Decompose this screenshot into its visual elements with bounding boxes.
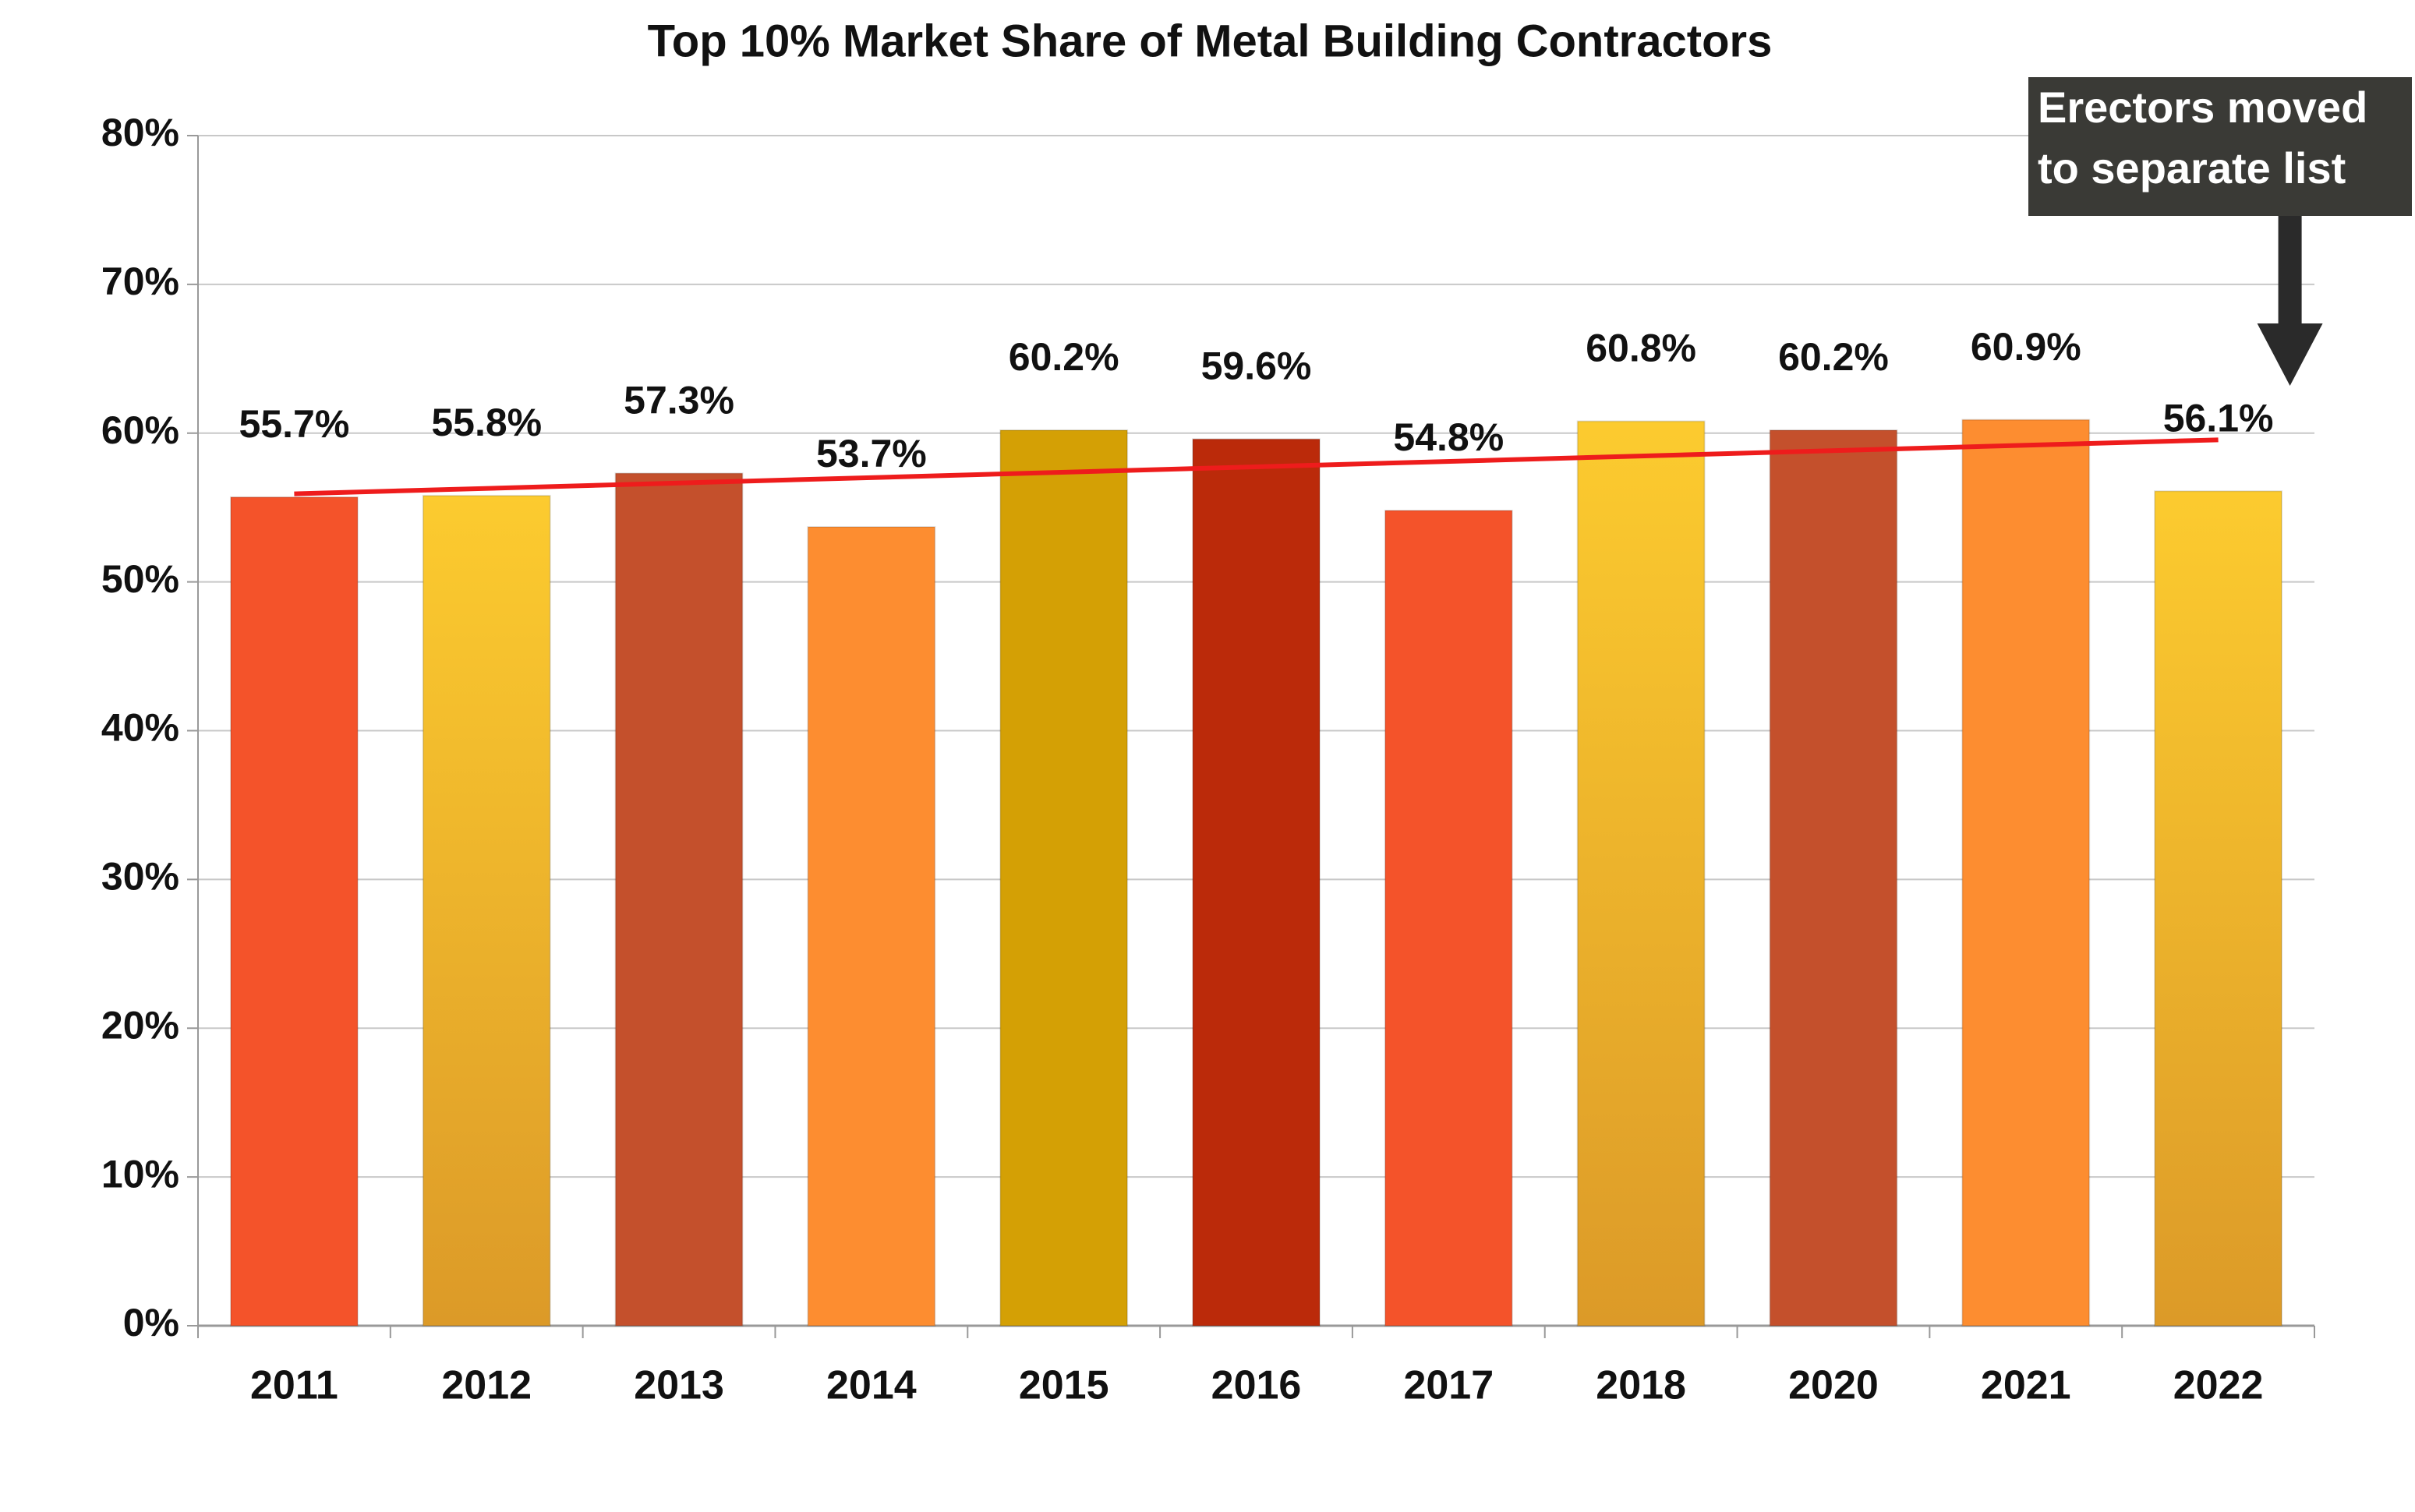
data-label: 55.8% (431, 401, 542, 444)
data-label: 60.9% (1971, 325, 2081, 369)
data-label: 60.8% (1586, 327, 1696, 370)
data-label: 55.7% (239, 402, 350, 446)
bar (2154, 490, 2283, 1327)
annotation-text: Erectors moved (2038, 83, 2367, 132)
y-tick-label: 50% (101, 557, 179, 601)
data-label: 57.3% (624, 378, 734, 422)
y-tick-label: 60% (101, 408, 179, 452)
annotation-text: to separate list (2038, 143, 2346, 193)
x-tick-label: 2017 (1403, 1363, 1494, 1408)
trend-line (294, 437, 2219, 496)
bar (1961, 419, 2091, 1327)
bar (1384, 510, 1513, 1327)
chart-title: Top 10% Market Share of Metal Building C… (648, 16, 1773, 66)
x-tick-label: 2013 (634, 1363, 724, 1408)
data-label: 56.1% (2163, 396, 2274, 440)
data-label: 54.8% (1393, 415, 1504, 459)
data-label: 60.2% (1778, 335, 1889, 379)
annotation-arrow-head (2257, 323, 2323, 386)
x-tick-label: 2022 (2173, 1363, 2264, 1408)
y-tick-label: 0% (123, 1301, 179, 1344)
bar (422, 494, 551, 1327)
x-tick-label: 2011 (250, 1363, 338, 1408)
x-tick-label: 2021 (1981, 1363, 2071, 1408)
x-tick-label: 2016 (1211, 1363, 1302, 1408)
y-tick-label: 30% (101, 855, 179, 899)
data-label: 59.6% (1201, 344, 1312, 388)
bar (614, 472, 744, 1327)
y-tick-label: 10% (101, 1152, 179, 1196)
data-label: 53.7% (816, 432, 927, 475)
x-tick-label: 2014 (826, 1363, 917, 1408)
bar (1769, 429, 1898, 1327)
x-tick-label: 2020 (1788, 1363, 1879, 1408)
bar (807, 526, 936, 1327)
annotation-box (2028, 77, 2412, 216)
data-label: 60.2% (1009, 335, 1119, 379)
x-tick-label: 2018 (1596, 1363, 1686, 1408)
annotation-arrow-shaft (2278, 216, 2302, 325)
x-tick-label: 2012 (441, 1363, 532, 1408)
bar (1192, 438, 1321, 1327)
y-tick-label: 70% (101, 260, 179, 303)
y-tick-label: 20% (101, 1003, 179, 1047)
bar (1576, 420, 1706, 1327)
y-tick-label: 80% (101, 111, 179, 154)
y-tick-label: 40% (101, 706, 179, 750)
x-tick-label: 2015 (1019, 1363, 1109, 1408)
bar (999, 429, 1129, 1327)
bar (229, 496, 359, 1327)
